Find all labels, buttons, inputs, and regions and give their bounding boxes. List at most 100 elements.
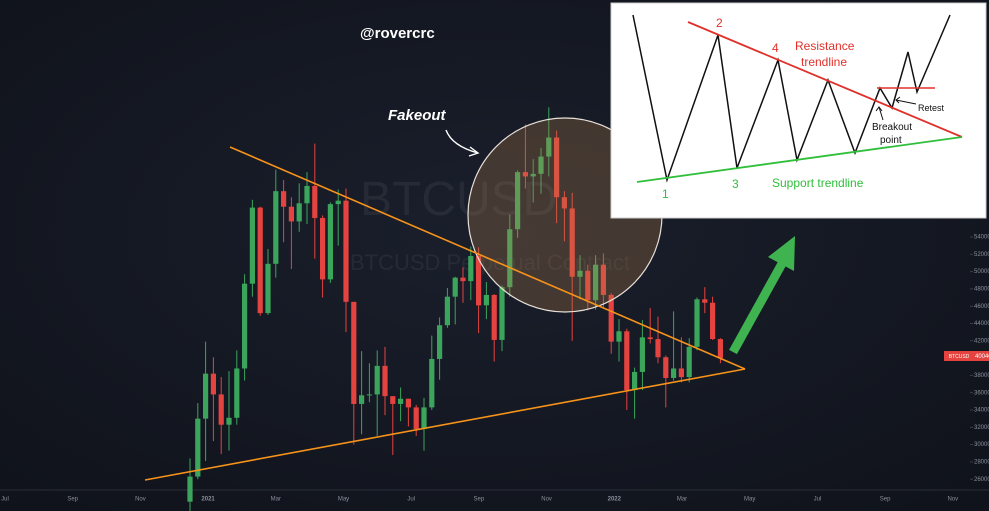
- resistance-line: [229, 146, 746, 370]
- y-tick-label: 34000: [974, 408, 989, 414]
- candle-body: [374, 365, 380, 395]
- breakout-arrowhead: [768, 236, 795, 271]
- candle-body: [647, 337, 653, 340]
- candle-body: [686, 346, 692, 378]
- candle-body: [187, 476, 193, 502]
- x-tick-label: Jul: [814, 497, 822, 503]
- candle-body: [593, 264, 599, 301]
- y-tick-label: 42000: [974, 338, 989, 344]
- grid-group: 2600028000300003200034000360003800040000…: [1, 235, 989, 503]
- candle-body: [561, 197, 567, 209]
- candle-body: [351, 301, 357, 404]
- candle-body: [257, 207, 263, 314]
- candle-body: [304, 185, 310, 204]
- candle-body: [624, 331, 630, 391]
- y-tick-label: 48000: [974, 286, 989, 292]
- watermark-subtitle: BTCUSD Perpetual Contract: [350, 250, 630, 275]
- candle-body: [483, 294, 489, 306]
- candle-body: [476, 256, 482, 306]
- x-tick-label: Nov: [947, 497, 958, 503]
- candle-body: [320, 217, 326, 280]
- x-tick-label: Nov: [541, 497, 552, 503]
- candle-body: [366, 394, 372, 396]
- y-tick-label: 50000: [974, 269, 989, 275]
- fakeout-arrowhead: [468, 146, 480, 157]
- candle-body: [678, 368, 684, 378]
- resistance-subtitle: trendline: [801, 55, 847, 69]
- y-tick-label: 36000: [974, 390, 989, 396]
- inset-resistance-line: [687, 21, 963, 138]
- candle-body: [702, 299, 708, 303]
- candle-body: [554, 137, 560, 198]
- candle-body: [343, 200, 349, 302]
- candle-body: [515, 172, 521, 230]
- candle-body: [421, 407, 427, 430]
- candle-body: [639, 337, 645, 372]
- retest-pointer: [895, 96, 917, 105]
- candle-body: [210, 373, 216, 395]
- resistance-title: Resistance: [795, 39, 855, 53]
- candle-body: [234, 368, 240, 418]
- candle-body: [530, 173, 536, 177]
- candle-body: [460, 277, 466, 282]
- candle-body: [569, 208, 575, 277]
- x-tick-label: Mar: [271, 497, 281, 503]
- candle-body: [452, 277, 458, 297]
- candle-body: [437, 325, 443, 359]
- candle-body: [585, 270, 591, 301]
- candle-body: [335, 200, 341, 205]
- candle-body: [491, 294, 497, 340]
- candle-body: [327, 204, 333, 280]
- candle-body: [195, 418, 201, 477]
- price-tag: [974, 351, 989, 361]
- fakeout-label: Fakeout: [388, 107, 447, 124]
- inset-support-line: [636, 136, 963, 183]
- candle-body: [429, 358, 435, 408]
- candle-body: [218, 394, 224, 425]
- point-label: 4: [772, 41, 779, 55]
- candle-body: [405, 398, 411, 408]
- point-label: 1: [662, 187, 669, 201]
- candle-body: [265, 263, 271, 314]
- y-tick-label: 28000: [974, 459, 989, 465]
- candle-body: [359, 395, 365, 404]
- x-tick-label: May: [744, 497, 755, 503]
- candle-body: [444, 296, 450, 326]
- x-tick-label: May: [338, 497, 349, 503]
- candle-body: [312, 185, 318, 218]
- candle-body: [710, 302, 716, 340]
- inset-panel: [610, 2, 987, 219]
- candle-body: [382, 365, 388, 397]
- candle-body: [226, 417, 232, 425]
- x-tick-label: Sep: [67, 497, 78, 503]
- y-tick-label: 30000: [974, 442, 989, 448]
- candle-body: [694, 299, 700, 347]
- candle-body: [608, 294, 614, 342]
- y-tick-label: 44000: [974, 321, 989, 327]
- x-tick-label: Jul: [1, 497, 9, 503]
- candle-body: [577, 270, 583, 277]
- y-tick-label: 38000: [974, 373, 989, 379]
- symbol-tag-label: BTCUSD: [949, 354, 970, 360]
- candle-body: [616, 331, 622, 342]
- y-tick-label: 52000: [974, 252, 989, 258]
- y-tick-label: 54000: [974, 235, 989, 241]
- x-tick-label: Nov: [135, 497, 146, 503]
- candle-body: [663, 357, 669, 378]
- candle-body: [671, 368, 677, 378]
- candle-body: [499, 287, 505, 340]
- breakout-title: Breakout: [872, 122, 912, 133]
- y-tick-label: 46000: [974, 304, 989, 310]
- candle-body: [288, 206, 294, 222]
- symbol-tag: [944, 351, 974, 361]
- y-tick-label: 32000: [974, 425, 989, 431]
- candle-body: [600, 264, 606, 295]
- support-line: [144, 368, 746, 481]
- handle: @rovercrc: [360, 25, 435, 42]
- candle-body: [717, 339, 723, 359]
- candle-body: [398, 398, 404, 404]
- breakout-pointer: [875, 106, 884, 121]
- candle-body: [273, 191, 279, 264]
- candle-body: [655, 339, 661, 358]
